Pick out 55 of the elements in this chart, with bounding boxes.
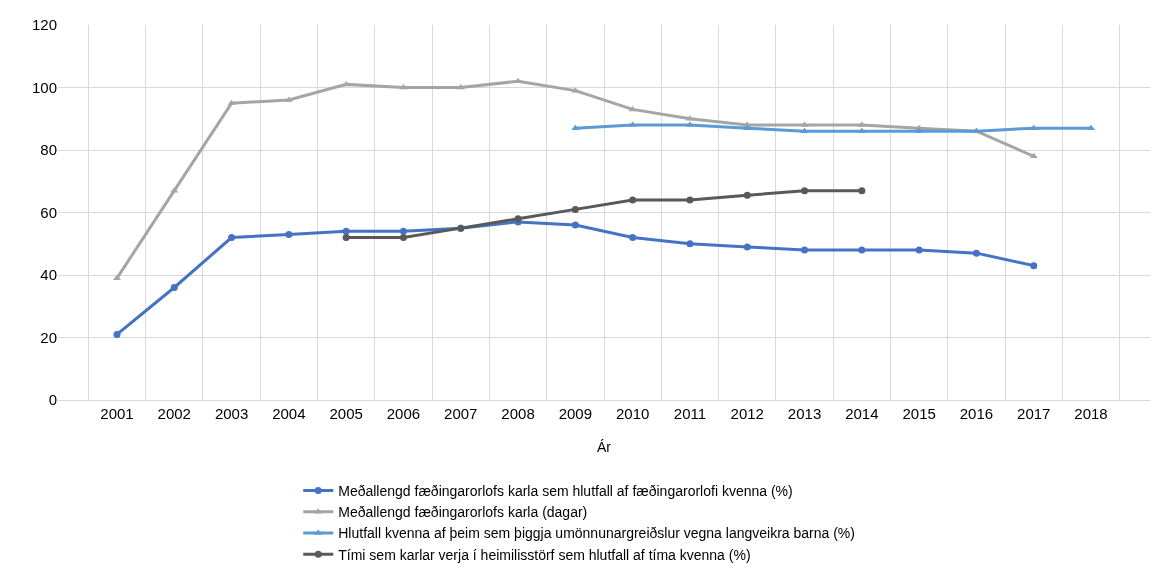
x-tick-label: 2018 (1074, 405, 1108, 422)
x-tick-label: 2004 (272, 405, 306, 422)
point (972, 249, 980, 257)
x-tick-label: 2006 (386, 405, 421, 422)
legend-label: Tími sem karlar verja í heimilisstörf sem hlutfall af tíma kvenna (%) (338, 546, 751, 563)
point (686, 240, 694, 248)
y-tick-label: 20 (40, 328, 57, 346)
point (629, 196, 637, 204)
x-tick-label: 2013 (787, 405, 822, 422)
y-tick-label: 120 (31, 16, 57, 34)
x-tick-label: 2002 (157, 405, 191, 422)
point (571, 221, 579, 229)
point (228, 234, 236, 241)
point (113, 330, 121, 338)
y-tick-label: 0 (48, 391, 57, 409)
point (342, 234, 350, 241)
point (915, 246, 923, 254)
y-tick-label: 80 (40, 141, 57, 159)
point (858, 187, 866, 195)
point (399, 227, 407, 235)
x-tick-label: 2005 (329, 405, 363, 422)
x-tick-label: 2010 (615, 405, 650, 422)
point (801, 187, 809, 195)
y-tick-label: 60 (40, 203, 57, 221)
x-tick-label: 2014 (845, 405, 879, 422)
x-tick-label: 2015 (902, 405, 936, 422)
legend-label: Meðallengd fæðingarorlofs karla sem hlutfall af fæðingarorlofi kvenna (%) (338, 483, 793, 500)
legend-label: Hlutfall kvenna af þeim sem þiggja umönnunargreiðslur vegna langveikra barna (%) (338, 525, 855, 542)
x-tick-label: 2017 (1017, 405, 1051, 422)
x-tick-label: 2011 (673, 405, 707, 422)
x-tick-label: 2003 (214, 405, 249, 422)
x-tick-label: 2007 (444, 405, 478, 422)
point (1030, 262, 1038, 270)
point (743, 191, 751, 199)
legend-label: Meðallengd fæðingarorlofs karla (dagar) (338, 504, 588, 521)
x-tick-label: 2012 (730, 405, 764, 422)
point (629, 234, 637, 241)
point (170, 284, 178, 291)
x-tick-label: 2009 (558, 405, 593, 422)
point (571, 205, 579, 213)
point (399, 234, 407, 241)
point (628, 105, 637, 112)
point (801, 246, 809, 254)
point (743, 243, 751, 251)
x-tick-label: 2016 (959, 405, 994, 422)
y-tick-label: 100 (31, 78, 57, 96)
point (686, 196, 694, 204)
point (285, 230, 293, 238)
point (342, 227, 350, 235)
x-tick-label: 2008 (501, 405, 535, 422)
point (342, 80, 351, 87)
point (858, 246, 866, 254)
x-tick-label: 2001 (100, 405, 134, 422)
y-tick-label: 40 (40, 266, 57, 284)
x-axis-title: Ár (597, 439, 612, 455)
